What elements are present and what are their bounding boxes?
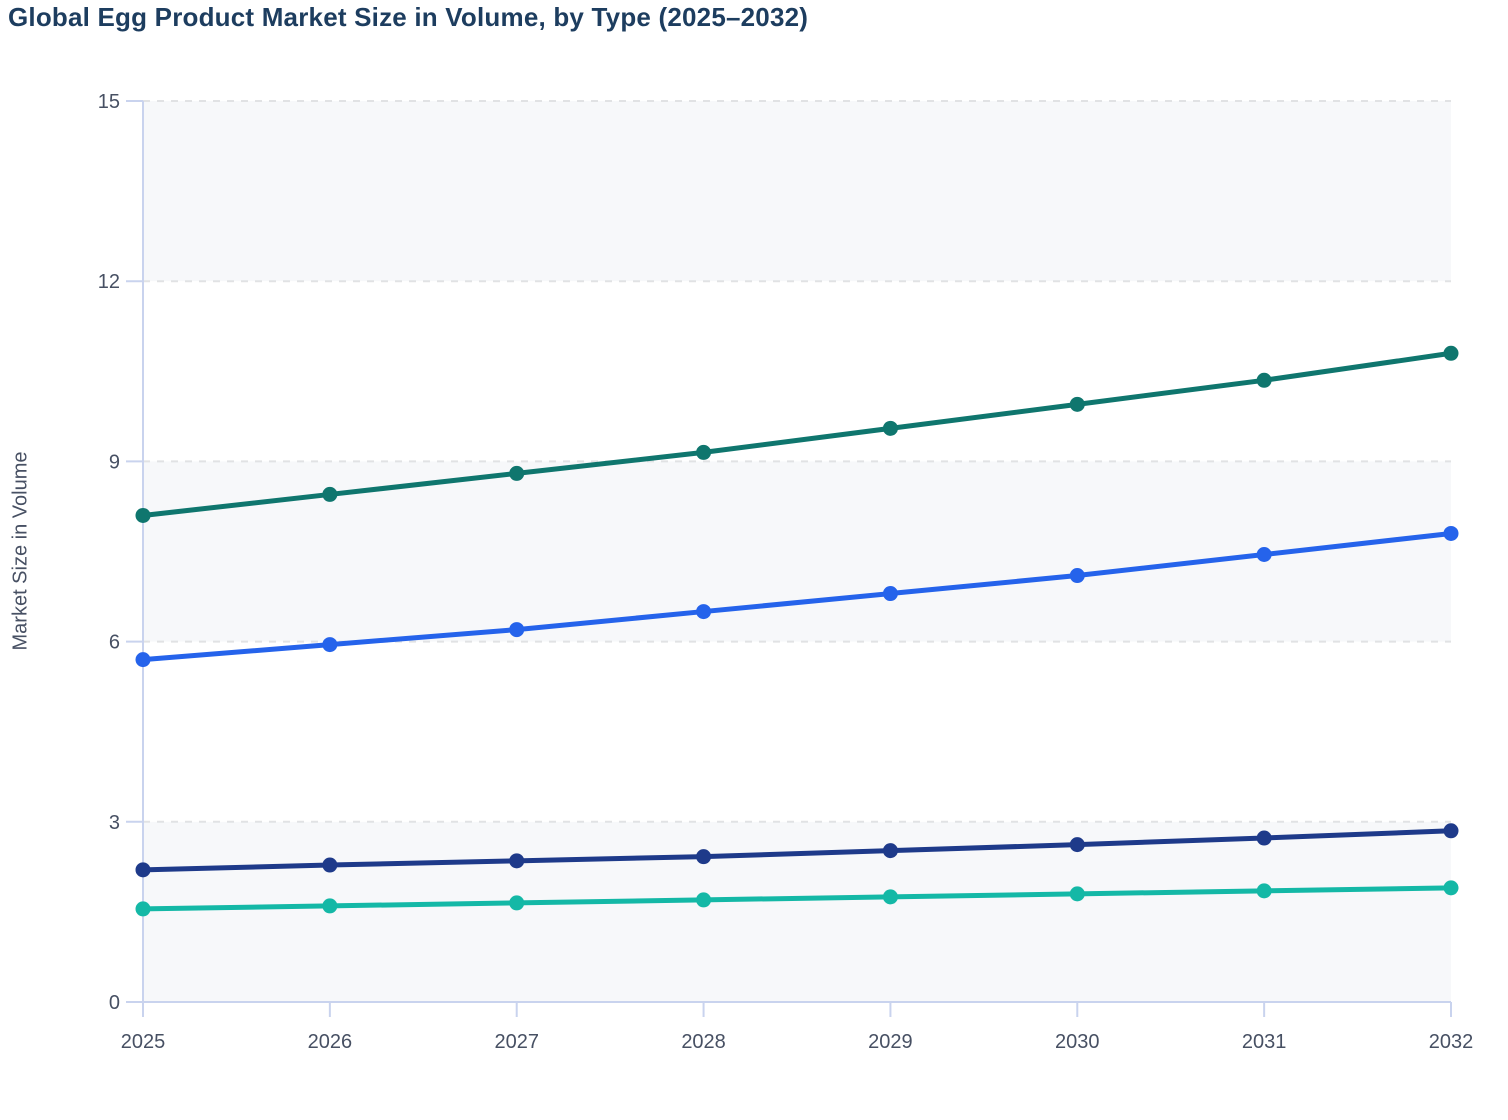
y-tick-label: 0 [109,992,120,1014]
y-tick-label: 12 [98,271,120,293]
line-series-1-dark-teal [140,350,1454,518]
point-series-2-blue-2026 [322,637,338,653]
point-series-4-teal-2027 [509,895,525,911]
point-series-4-teal-2026 [322,898,338,914]
chart-title: Global Egg Product Market Size in Volume… [8,2,809,32]
x-tick-label: 2030 [1055,1031,1100,1053]
point-series-3-navy-2031 [1256,830,1272,846]
x-tick-label: 2032 [1429,1031,1474,1053]
point-series-2-blue-2030 [1069,568,1085,584]
point-series-4-teal-2029 [882,889,898,905]
x-tick-label: 2029 [868,1031,913,1053]
x-tick-label: 2028 [681,1031,726,1053]
point-series-1-dark-teal-2028 [696,444,712,460]
point-series-1-dark-teal-2030 [1069,396,1085,412]
y-tick-label: 15 [98,91,120,113]
y-tick-label: 9 [109,451,120,473]
point-series-2-blue-2029 [882,586,898,602]
point-series-3-navy-2025 [135,862,151,878]
x-tick-label: 2027 [494,1031,539,1053]
plot-band [143,101,1451,282]
point-series-1-dark-teal-2031 [1256,372,1272,388]
point-series-3-navy-2026 [322,857,338,873]
point-series-3-navy-2029 [882,843,898,859]
point-series-1-dark-teal-2027 [509,465,525,481]
line-series-4-teal [140,885,1454,912]
point-series-3-navy-2030 [1069,837,1085,853]
point-series-2-blue-2032 [1443,525,1459,541]
point-series-4-teal-2025 [135,901,151,917]
plot-band [143,461,1451,642]
point-series-2-blue-2027 [509,622,525,638]
point-series-3-navy-2028 [696,849,712,865]
plot-band [143,821,1451,1002]
x-tick-label: 2025 [121,1031,166,1053]
x-tick-label: 2026 [308,1031,353,1053]
point-series-3-navy-2027 [509,853,525,869]
point-series-4-teal-2031 [1256,883,1272,899]
point-series-2-blue-2025 [135,652,151,668]
point-series-2-blue-2031 [1256,547,1272,563]
point-series-4-teal-2030 [1069,886,1085,902]
point-series-4-teal-2032 [1443,880,1459,896]
point-series-2-blue-2028 [696,604,712,620]
point-series-1-dark-teal-2026 [322,486,338,502]
point-series-1-dark-teal-2025 [135,507,151,523]
point-series-1-dark-teal-2029 [882,420,898,436]
point-series-1-dark-teal-2032 [1443,345,1459,361]
y-tick-label: 6 [109,632,120,654]
y-tick-label: 3 [109,812,120,834]
point-series-3-navy-2032 [1443,823,1459,839]
point-series-4-teal-2028 [696,892,712,908]
line-series-3-navy [140,828,1454,873]
line-series-2-blue [140,530,1454,663]
x-tick-label: 2031 [1242,1031,1287,1053]
